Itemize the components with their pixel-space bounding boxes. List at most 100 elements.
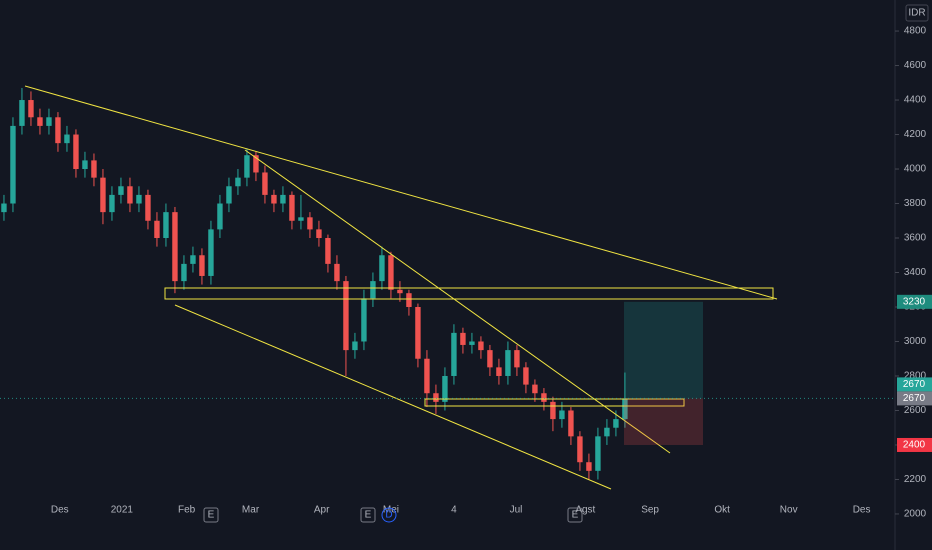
x-tick-label: Mei xyxy=(383,505,399,516)
candle-body xyxy=(154,220,160,239)
y-tick-label: 2600 xyxy=(904,405,927,416)
candle-body xyxy=(622,398,628,420)
candle-body xyxy=(415,306,421,359)
y-tick-label: 2200 xyxy=(904,474,927,485)
candle-body xyxy=(568,410,574,437)
y-tick-label: 3600 xyxy=(904,233,927,244)
candle-body xyxy=(55,117,61,144)
candle-body xyxy=(73,134,79,170)
candle-body xyxy=(100,177,106,213)
candle-body xyxy=(298,217,304,221)
price-marker-label: 2400 xyxy=(903,440,926,451)
candle-body xyxy=(217,203,223,230)
candle-body xyxy=(37,117,43,126)
event-marker-label: E xyxy=(365,510,372,521)
x-tick-label: Apr xyxy=(314,505,330,516)
candle-body xyxy=(235,177,241,187)
price-marker-label: 2670 xyxy=(903,393,926,404)
profit-zone xyxy=(624,301,703,399)
price-marker-label: 3230 xyxy=(903,296,926,307)
y-tick-label: 3400 xyxy=(904,267,927,278)
x-tick-label: Sep xyxy=(641,505,659,516)
candle-body xyxy=(379,255,385,282)
candle-body xyxy=(181,263,187,282)
candle-body xyxy=(550,401,556,420)
candle-body xyxy=(325,238,331,264)
candle-body xyxy=(514,350,520,368)
candle-body xyxy=(271,194,277,204)
y-tick-label: 3800 xyxy=(904,198,927,209)
candle-body xyxy=(541,393,547,402)
candle-body xyxy=(208,229,214,276)
candle-body xyxy=(586,462,592,471)
x-tick-label: Nov xyxy=(780,505,798,516)
candle-body xyxy=(433,393,439,402)
candle-body xyxy=(532,384,538,394)
candle-body xyxy=(19,100,25,126)
event-marker-label: E xyxy=(572,510,579,521)
price-marker-label: 2670 xyxy=(903,379,926,390)
candle-body xyxy=(244,155,250,178)
trend-line xyxy=(24,85,778,300)
candle-body xyxy=(451,332,457,376)
y-tick-label: 4800 xyxy=(904,26,927,37)
price-marker xyxy=(897,377,932,392)
candle-body xyxy=(496,367,502,376)
candle-body xyxy=(28,100,34,118)
event-marker xyxy=(567,507,583,523)
candle-body xyxy=(46,117,52,126)
price-marker xyxy=(897,294,932,309)
price-marker xyxy=(897,391,932,406)
candle-body xyxy=(397,289,403,294)
candle-body xyxy=(595,436,601,471)
x-tick-label: Jul xyxy=(510,505,523,516)
candle-body xyxy=(109,194,115,213)
candle-body xyxy=(64,134,70,144)
y-tick-label: 2000 xyxy=(904,509,927,520)
y-tick-label: 4200 xyxy=(904,129,927,140)
candle-body xyxy=(82,160,88,170)
event-marker xyxy=(381,507,397,523)
candle-body xyxy=(613,419,619,428)
candle-body xyxy=(1,203,7,213)
currency: IDR xyxy=(908,8,925,19)
candle-body xyxy=(406,293,412,307)
candle-body xyxy=(118,186,124,195)
candle-body xyxy=(127,186,133,204)
loss-zone xyxy=(624,398,703,445)
zone-box xyxy=(164,287,774,300)
candle-body xyxy=(523,367,529,385)
candle-body xyxy=(91,160,97,178)
candle-body xyxy=(316,229,322,239)
candle-body xyxy=(442,375,448,402)
candle-body xyxy=(343,281,349,351)
candle-body xyxy=(361,298,367,342)
candle-body xyxy=(352,341,358,351)
price-marker xyxy=(897,437,932,452)
event-marker xyxy=(203,507,219,523)
candle-body xyxy=(604,427,610,437)
x-tick-label: 2021 xyxy=(111,505,134,516)
x-tick-label: Des xyxy=(51,505,69,516)
candle-body xyxy=(424,358,430,394)
y-tick-label: 4600 xyxy=(904,60,927,71)
candle-body xyxy=(253,155,259,173)
event-marker-label: D xyxy=(385,510,392,521)
x-tick-label: Okt xyxy=(714,505,730,516)
candle-body xyxy=(136,194,142,204)
y-tick-label: 3000 xyxy=(904,336,927,347)
event-marker-label: E xyxy=(208,510,215,521)
x-tick-label: Feb xyxy=(178,505,196,516)
y-tick-label: 4400 xyxy=(904,95,927,106)
candle-body xyxy=(487,350,493,368)
candle-body xyxy=(289,194,295,221)
x-tick-label: Des xyxy=(853,505,871,516)
y-tick-label: 2800 xyxy=(904,371,927,382)
candle-body xyxy=(469,341,475,345)
candle-body xyxy=(280,194,286,204)
candle-body xyxy=(388,255,394,290)
candle-body xyxy=(226,186,232,204)
candle-body xyxy=(577,436,583,463)
